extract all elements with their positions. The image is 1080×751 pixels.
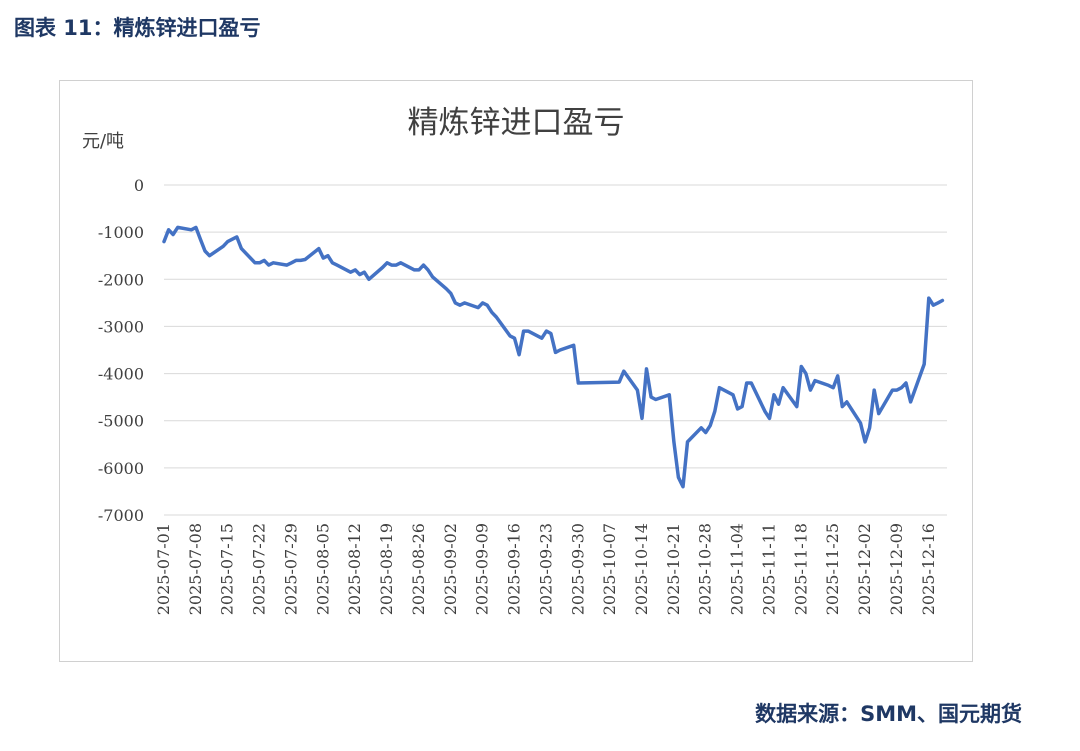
y-tick-label: 0 xyxy=(134,176,144,195)
chart-frame: 精炼锌进口盈亏 元/吨 0 -1000 -2000 -3000 -4000 -5000 -6… xyxy=(59,80,973,662)
y-tick-label: -5000 xyxy=(98,412,144,431)
x-tick-label: 2025-11-04 xyxy=(728,523,747,615)
x-tick-label: 2025-08-26 xyxy=(409,523,428,615)
source-note: 数据来源：SMM、国元期货 xyxy=(755,702,1022,726)
series-layer xyxy=(162,225,945,489)
x-tick-label: 2025-07-08 xyxy=(186,523,205,615)
x-tick-label: 2025-12-16 xyxy=(919,523,938,615)
x-tick-label: 2025-07-01 xyxy=(154,523,173,615)
y-axis-unit: 元/吨 xyxy=(82,131,124,152)
x-tick-label: 2025-09-30 xyxy=(568,523,587,615)
x-tick-label: 2025-10-07 xyxy=(600,523,619,615)
y-axis-tick-labels: 0 -1000 -2000 -3000 -4000 -5000 -6000 -7000 xyxy=(98,176,144,525)
y-tick-label: -2000 xyxy=(98,270,144,289)
y-tick-label: -1000 xyxy=(98,223,144,242)
x-tick-label: 2025-10-21 xyxy=(664,523,683,615)
x-tick-label: 2025-08-05 xyxy=(313,523,332,615)
y-tick-label: -7000 xyxy=(98,506,144,525)
figure-caption: 图表 11：精炼锌进口盈亏 xyxy=(14,16,261,40)
y-tick-label: -6000 xyxy=(98,459,144,478)
line-chart: 精炼锌进口盈亏 元/吨 0 -1000 -2000 -3000 -4000 -5000 -6… xyxy=(82,105,947,615)
x-tick-label: 2025-10-28 xyxy=(696,523,715,615)
x-tick-label: 2025-11-18 xyxy=(791,523,810,615)
x-tick-label: 2025-08-19 xyxy=(377,523,396,615)
gridlines xyxy=(164,184,947,516)
x-tick-label: 2025-07-22 xyxy=(250,523,269,615)
x-tick-label: 2025-10-14 xyxy=(632,523,651,615)
x-tick-label: 2025-09-02 xyxy=(441,523,460,615)
x-tick-label: 2025-09-23 xyxy=(536,523,555,615)
x-tick-label: 2025-12-09 xyxy=(887,523,906,615)
y-tick-label: -3000 xyxy=(98,317,144,336)
x-tick-label: 2025-07-29 xyxy=(281,523,300,615)
x-tick-label: 2025-09-09 xyxy=(473,523,492,615)
x-axis-tick-labels: 2025-07-01 2025-07-08 2025-07-15 2025-07-22… xyxy=(154,523,938,615)
x-tick-label: 2025-11-25 xyxy=(823,523,842,615)
series-line xyxy=(162,225,945,489)
x-tick-label: 2025-11-11 xyxy=(759,523,778,615)
x-tick-label: 2025-08-12 xyxy=(345,523,364,615)
x-tick-label: 2025-07-15 xyxy=(218,523,237,615)
y-tick-label: -4000 xyxy=(98,365,144,384)
x-tick-label: 2025-09-16 xyxy=(505,523,524,615)
x-tick-label: 2025-12-02 xyxy=(855,523,874,615)
chart-title: 精炼锌进口盈亏 xyxy=(408,105,625,141)
